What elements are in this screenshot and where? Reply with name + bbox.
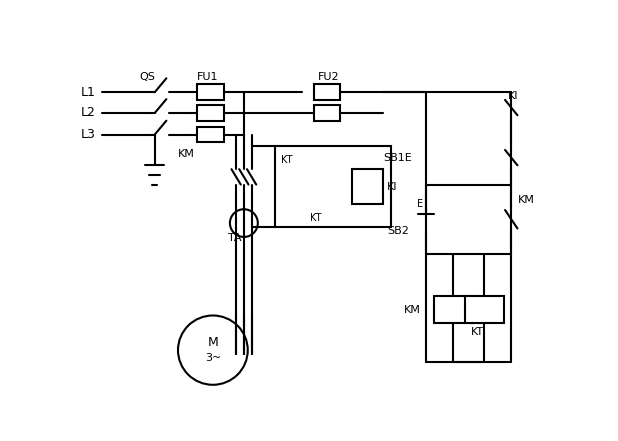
Text: SB1E: SB1E	[383, 153, 412, 163]
Text: M: M	[208, 336, 218, 349]
Bar	[197, 127, 224, 142]
Text: 3~: 3~	[205, 353, 221, 363]
Bar	[197, 105, 224, 121]
Text: KT: KT	[471, 327, 484, 337]
Text: KT: KT	[281, 155, 292, 165]
Bar	[465, 296, 504, 323]
Text: L2: L2	[81, 106, 96, 120]
Bar	[434, 296, 473, 323]
Text: L3: L3	[81, 128, 96, 141]
Text: E: E	[417, 199, 423, 209]
Text: KI: KI	[387, 182, 398, 192]
Text: KI: KI	[507, 91, 518, 101]
Text: QS: QS	[139, 72, 155, 82]
Bar	[313, 85, 340, 100]
Bar	[313, 105, 340, 121]
Text: FU1: FU1	[197, 72, 219, 82]
Text: KT: KT	[310, 213, 321, 223]
Bar	[197, 85, 224, 100]
Text: L1: L1	[81, 86, 96, 99]
Text: TA: TA	[229, 233, 242, 243]
Text: FU2: FU2	[318, 72, 339, 82]
Text: KM: KM	[404, 305, 421, 315]
Text: SB2: SB2	[387, 226, 409, 236]
Text: KM: KM	[517, 195, 535, 205]
Bar	[275, 146, 391, 227]
Text: KM: KM	[178, 149, 195, 159]
Bar	[352, 169, 383, 204]
